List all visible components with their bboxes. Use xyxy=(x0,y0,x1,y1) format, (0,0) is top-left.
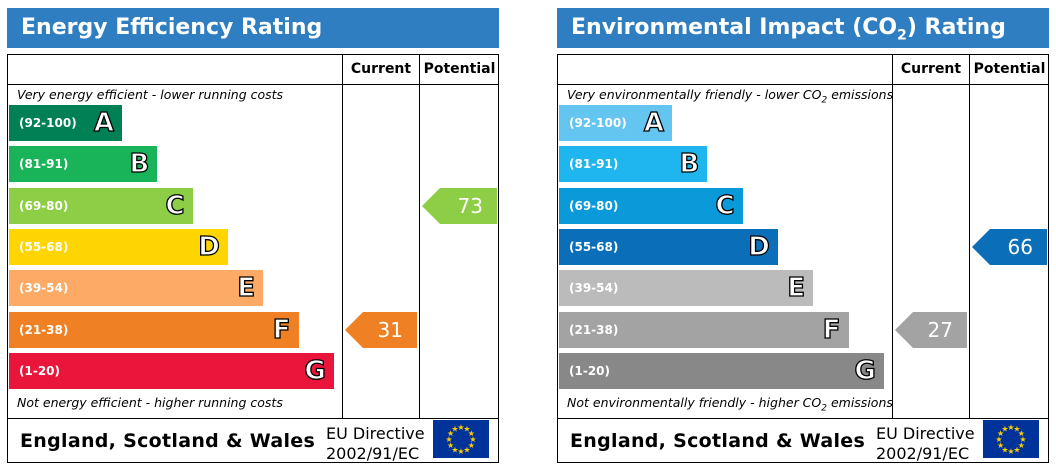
band-letter-label: A xyxy=(643,107,664,138)
band-f: (21-38) F xyxy=(9,311,299,348)
potential-rating-arrow: 73 xyxy=(422,187,497,224)
svg-text:★: ★ xyxy=(463,425,470,434)
eu-directive-label: EU Directive 2002/91/EC xyxy=(876,424,975,463)
rating-value: 27 xyxy=(927,317,953,342)
band-range-label: (55-68) xyxy=(19,239,69,254)
band-e: (39-54) E xyxy=(559,270,814,307)
band-range-label: (92-100) xyxy=(19,116,77,130)
rating-value: 73 xyxy=(457,193,483,218)
svg-text:★: ★ xyxy=(1001,425,1008,434)
bottom-note: Not environmentally friendly - higher CO… xyxy=(567,395,893,414)
band-range-label: (1-20) xyxy=(569,363,610,378)
eu-flag-icon: ★ ★ ★ ★ ★ ★ ★ ★ ★ ★ ★ ★ xyxy=(983,420,1039,458)
svg-text:★: ★ xyxy=(468,429,475,438)
band-range-label: (69-80) xyxy=(569,198,619,213)
band-f: (21-38) F xyxy=(559,311,849,348)
country-label: England, Scotland & Wales xyxy=(570,430,866,452)
svg-text:★: ★ xyxy=(468,441,475,450)
rating-value: 66 xyxy=(1007,234,1033,259)
svg-text:★: ★ xyxy=(451,445,458,454)
top-note: Very energy efficient - lower running co… xyxy=(17,87,284,102)
svg-text:★: ★ xyxy=(463,445,470,454)
chart-title: Environmental Impact (CO2) Rating xyxy=(557,8,1049,48)
band-letter-label: E xyxy=(237,273,256,304)
band-range-label: (81-91) xyxy=(19,157,69,172)
band-a: (92-100) A xyxy=(9,105,122,141)
svg-text:★: ★ xyxy=(1007,447,1014,456)
current-column-header: Current xyxy=(900,61,962,77)
chart-title: Energy Efficiency Rating xyxy=(7,8,499,48)
band-range-label: (21-38) xyxy=(19,322,69,337)
potential-column-header: Potential xyxy=(973,61,1046,77)
band-range-label: (39-54) xyxy=(569,281,619,296)
potential-column-header: Potential xyxy=(423,61,496,77)
svg-text:★: ★ xyxy=(1013,445,1020,454)
svg-text:★: ★ xyxy=(447,429,454,438)
chart-frame: Current Potential Very environmentally f… xyxy=(557,54,1049,463)
band-g: (1-20) G xyxy=(559,352,884,389)
band-letter-label: A xyxy=(93,107,114,138)
band-letter-label: B xyxy=(679,149,700,180)
svg-text:★: ★ xyxy=(1018,429,1025,438)
band-letter-label: F xyxy=(822,314,841,345)
energy-efficiency-chart: Energy Efficiency Rating Current Potenti… xyxy=(7,8,499,463)
bottom-note: Not energy efficient - higher running co… xyxy=(17,395,283,410)
potential-rating-arrow: 66 xyxy=(972,228,1047,265)
svg-text:★: ★ xyxy=(469,435,476,444)
svg-text:★: ★ xyxy=(1018,441,1025,450)
svg-text:★: ★ xyxy=(457,447,464,456)
band-g: (1-20) G xyxy=(9,352,334,389)
top-note: Very environmentally friendly - lower CO… xyxy=(567,87,894,106)
svg-text:★: ★ xyxy=(451,425,458,434)
svg-text:★: ★ xyxy=(1001,445,1008,454)
band-letter-label: D xyxy=(748,231,771,262)
band-letter-label: F xyxy=(272,314,291,345)
band-range-label: (69-80) xyxy=(19,198,69,213)
band-c: (69-80) C xyxy=(559,187,743,224)
svg-text:★: ★ xyxy=(445,435,452,444)
svg-text:★: ★ xyxy=(995,435,1002,444)
current-rating-arrow: 27 xyxy=(895,311,967,348)
band-range-label: (21-38) xyxy=(569,322,619,337)
svg-text:★: ★ xyxy=(1007,423,1014,432)
svg-text:★: ★ xyxy=(997,441,1004,450)
band-d: (55-68) D xyxy=(9,228,228,265)
band-letter-label: G xyxy=(304,355,327,386)
current-column-header: Current xyxy=(350,61,412,77)
band-letter-label: C xyxy=(165,190,185,221)
band-range-label: (55-68) xyxy=(569,239,619,254)
band-e: (39-54) E xyxy=(9,270,264,307)
band-d: (55-68) D xyxy=(559,228,778,265)
band-c: (69-80) C xyxy=(9,187,193,224)
svg-text:★: ★ xyxy=(447,441,454,450)
svg-text:★: ★ xyxy=(1013,425,1020,434)
current-rating-arrow: 31 xyxy=(345,311,417,348)
environmental-impact-chart: Environmental Impact (CO2) Rating Curren… xyxy=(557,8,1049,463)
svg-text:★: ★ xyxy=(1019,435,1026,444)
band-letter-label: D xyxy=(198,231,221,262)
eu-flag-icon: ★ ★ ★ ★ ★ ★ ★ ★ ★ ★ ★ ★ xyxy=(433,420,489,458)
band-b: (81-91) B xyxy=(9,146,158,183)
band-letter-label: G xyxy=(854,355,877,386)
band-range-label: (81-91) xyxy=(569,157,619,172)
band-letter-label: C xyxy=(715,190,735,221)
svg-text:★: ★ xyxy=(997,429,1004,438)
band-b: (81-91) B xyxy=(559,146,708,183)
band-range-label: (1-20) xyxy=(19,363,60,378)
band-range-label: (92-100) xyxy=(569,116,627,130)
band-letter-label: B xyxy=(129,149,150,180)
band-letter-label: E xyxy=(787,273,806,304)
band-a: (92-100) A xyxy=(559,105,672,141)
svg-text:★: ★ xyxy=(457,423,464,432)
country-label: England, Scotland & Wales xyxy=(20,430,316,452)
chart-frame: Current Potential Very energy efficient … xyxy=(7,54,499,463)
eu-directive-label: EU Directive 2002/91/EC xyxy=(326,424,425,463)
band-range-label: (39-54) xyxy=(19,281,69,296)
rating-value: 31 xyxy=(377,317,403,342)
